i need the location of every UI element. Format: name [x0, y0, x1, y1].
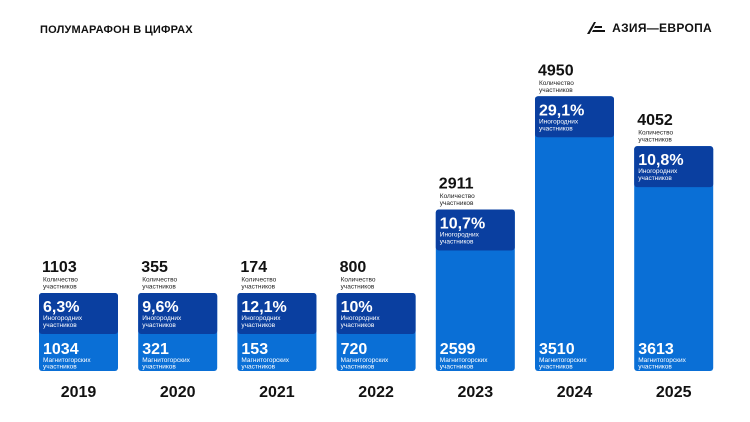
nonlocal-caption: участников [43, 322, 77, 329]
local-caption: Магнитогорских [341, 357, 389, 364]
local-label-2020: 321 [142, 341, 169, 358]
percent-label-2020: 9,6% [142, 299, 178, 316]
local-caption: участников [440, 364, 474, 371]
nonlocal-caption: участников [341, 322, 375, 329]
nonlocal-caption: Иногородних [440, 231, 480, 238]
nonlocal-caption: Иногородних [539, 118, 579, 125]
bar-local-2025 [634, 146, 714, 371]
local-label-2023: 2599 [440, 341, 476, 358]
bar-group-2019: 6,3%Иногороднихучастников1034Магнитогорс… [39, 259, 118, 401]
bar-nonlocal-2025 [634, 146, 714, 188]
total-label-2021: 174 [240, 259, 267, 276]
total-caption: участников [43, 284, 77, 291]
total-label-2023: 2911 [439, 175, 474, 192]
azia-europa-logo-icon [587, 22, 606, 34]
percent-label-2021: 12,1% [241, 299, 286, 316]
total-label-2025: 4052 [637, 112, 673, 129]
bar-nonlocal-2022 [336, 293, 416, 334]
bar-nonlocal-2021 [237, 293, 317, 334]
total-label-2024: 4950 [538, 62, 574, 79]
total-label-2022: 800 [340, 259, 367, 276]
bar-group-2024: 29,1%Иногороднихучастников3510Магнитогор… [535, 62, 614, 401]
local-caption: участников [638, 364, 672, 371]
nonlocal-caption: участников [539, 125, 573, 132]
total-caption: участников [539, 87, 573, 94]
local-caption: Магнитогорских [43, 357, 91, 364]
total-caption: участников [341, 284, 375, 291]
percent-label-2023: 10,7% [440, 215, 485, 232]
local-caption: участников [341, 364, 375, 371]
local-caption: Магнитогорских [539, 357, 587, 364]
year-label-2022: 2022 [358, 384, 394, 401]
local-caption: участников [142, 364, 176, 371]
nonlocal-caption: Иногородних [142, 315, 182, 322]
local-label-2022: 720 [341, 341, 368, 358]
local-caption: участников [539, 364, 573, 371]
bar-group-2022: 10%Иногороднихучастников720Магнитогорски… [336, 259, 416, 401]
local-caption: участников [241, 364, 275, 371]
bar-group-2020: 9,6%Иногороднихучастников321Магнитогорск… [138, 259, 218, 401]
total-caption: Количество [142, 277, 177, 284]
bar-nonlocal-2023 [435, 209, 515, 251]
year-label-2023: 2023 [458, 384, 494, 401]
nonlocal-caption: Иногородних [638, 168, 678, 175]
local-caption: Магнитогорских [638, 357, 686, 364]
total-caption: Количество [241, 277, 276, 284]
bar-nonlocal-2020 [138, 293, 218, 334]
bar-group-2023: 10,7%Иногороднихучастников2599Магнитогор… [435, 175, 515, 401]
year-label-2021: 2021 [259, 384, 295, 401]
local-caption: Магнитогорских [241, 357, 289, 364]
total-caption: Количество [341, 277, 376, 284]
local-label-2025: 3613 [638, 341, 674, 358]
total-caption: участников [142, 284, 176, 291]
percent-label-2025: 10,8% [638, 152, 683, 169]
local-label-2024: 3510 [539, 341, 575, 358]
total-caption: участников [440, 200, 474, 207]
year-label-2019: 2019 [61, 384, 97, 401]
total-caption: Количество [440, 193, 475, 200]
nonlocal-caption: Иногородних [43, 315, 83, 322]
year-label-2025: 2025 [656, 384, 692, 401]
percent-label-2022: 10% [341, 299, 373, 316]
total-caption: участников [241, 284, 275, 291]
total-caption: Количество [638, 130, 673, 137]
local-caption: Магнитогорских [142, 357, 190, 364]
total-caption: Количество [43, 277, 78, 284]
bar-group-2021: 12,1%Иногороднихучастников153Магнитогорс… [237, 259, 317, 401]
bar-nonlocal-2024 [535, 96, 614, 138]
percent-label-2024: 29,1% [539, 102, 584, 119]
local-caption: Магнитогорских [440, 357, 488, 364]
bar-group-2025: 10,8%Иногороднихучастников3613Магнитогор… [634, 112, 714, 401]
nonlocal-caption: участников [440, 238, 474, 245]
year-label-2024: 2024 [557, 384, 593, 401]
local-label-2019: 1034 [43, 341, 79, 358]
total-label-2020: 355 [141, 259, 168, 276]
percent-label-2019: 6,3% [43, 299, 79, 316]
bar-local-2024 [535, 96, 614, 372]
page-title: ПОЛУМАРАФОН В ЦИФРАХ [40, 24, 193, 36]
total-caption: Количество [539, 80, 574, 87]
total-label-2019: 1103 [42, 259, 77, 276]
nonlocal-caption: Иногородних [241, 315, 281, 322]
brand-logo: АЗИЯ—ЕВРОПА [586, 21, 712, 35]
local-label-2021: 153 [241, 341, 268, 358]
local-caption: участников [43, 364, 77, 371]
nonlocal-caption: участников [241, 322, 275, 329]
year-label-2020: 2020 [160, 384, 196, 401]
brand-name: АЗИЯ—ЕВРОПА [612, 21, 712, 35]
bar-nonlocal-2019 [39, 293, 118, 334]
total-caption: участников [638, 137, 672, 144]
nonlocal-caption: участников [638, 175, 672, 182]
nonlocal-caption: участников [142, 322, 176, 329]
nonlocal-caption: Иногородних [341, 315, 381, 322]
